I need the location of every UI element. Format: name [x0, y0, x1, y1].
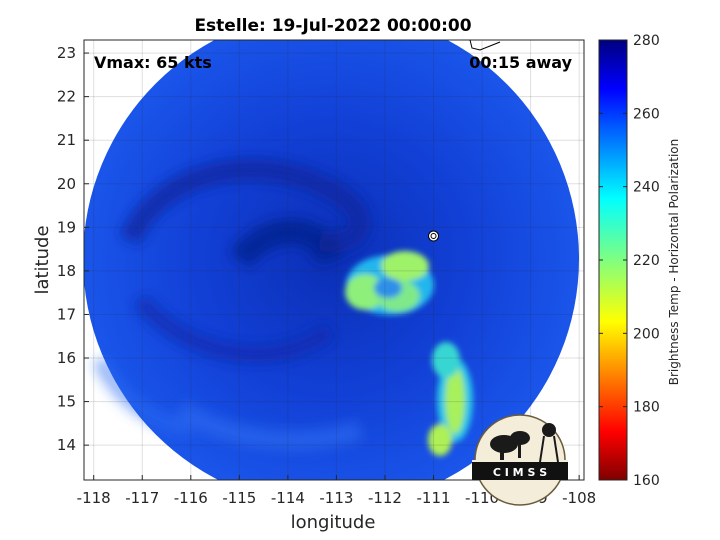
x-tick-label: -113 [319, 489, 353, 507]
colorbar-gradient [599, 40, 627, 480]
storm-center-marker [428, 230, 440, 242]
grid [84, 40, 584, 480]
x-tick-label: -114 [271, 489, 305, 507]
x-tick-label: -118 [77, 489, 111, 507]
vmax-annotation: Vmax: 65 kts [94, 53, 212, 72]
colorbar-tick-label: 220 [633, 253, 660, 269]
x-tick-label: -112 [368, 489, 402, 507]
y-tick-label: 14 [57, 436, 76, 454]
colorbar-tick-label: 280 [633, 33, 660, 49]
chart-title: Estelle: 19-Jul-2022 00:00:00 [194, 16, 471, 36]
warm-core [345, 251, 473, 456]
swath-image [84, 40, 579, 480]
x-axis-label: longitude [291, 512, 376, 533]
x-tick-label: -111 [416, 489, 450, 507]
x-tick-label: -115 [222, 489, 256, 507]
y-axis-label: latitude [32, 225, 53, 294]
y-tick-label: 15 [57, 393, 76, 411]
center-dot [430, 233, 437, 240]
y-ticks: 14 15 16 17 18 19 20 21 22 23 [57, 44, 89, 454]
colorbar-ticks: 160 180 200 220 240 260 280 [599, 33, 660, 489]
colorbar-tick-label: 240 [633, 180, 660, 196]
x-tick-label: -108 [562, 489, 596, 507]
y-tick-label: 16 [57, 349, 76, 367]
axes-frame [83, 39, 585, 481]
x-tick-label: -117 [125, 489, 159, 507]
colorbar-tick-label: 200 [633, 326, 660, 342]
cimss-logo: C I M S S [472, 414, 568, 506]
colorbar-label: Brightness Temp - Horizontal Polarizatio… [667, 139, 681, 386]
y-tick-label: 20 [57, 175, 76, 193]
y-tick-label: 18 [57, 262, 76, 280]
y-tick-label: 23 [57, 44, 76, 62]
x-tick-label: -116 [174, 489, 208, 507]
spiral-bands [92, 158, 371, 451]
center-ring [428, 230, 440, 242]
colorbar-tick-label: 160 [633, 473, 660, 489]
colorbar: 160 180 200 220 240 260 280 Brightness Temp - … [598, 33, 681, 489]
y-tick-label: 21 [57, 131, 76, 149]
time-offset-annotation: 00:15 away [469, 53, 572, 72]
y-tick-label: 19 [57, 218, 76, 236]
coastline [469, 39, 501, 51]
colorbar-tick-label: 260 [633, 106, 660, 122]
y-tick-label: 17 [57, 305, 76, 323]
colorbar-tick-label: 180 [633, 400, 660, 416]
y-tick-label: 22 [57, 88, 76, 106]
logo-text: C I M S S [493, 466, 547, 479]
